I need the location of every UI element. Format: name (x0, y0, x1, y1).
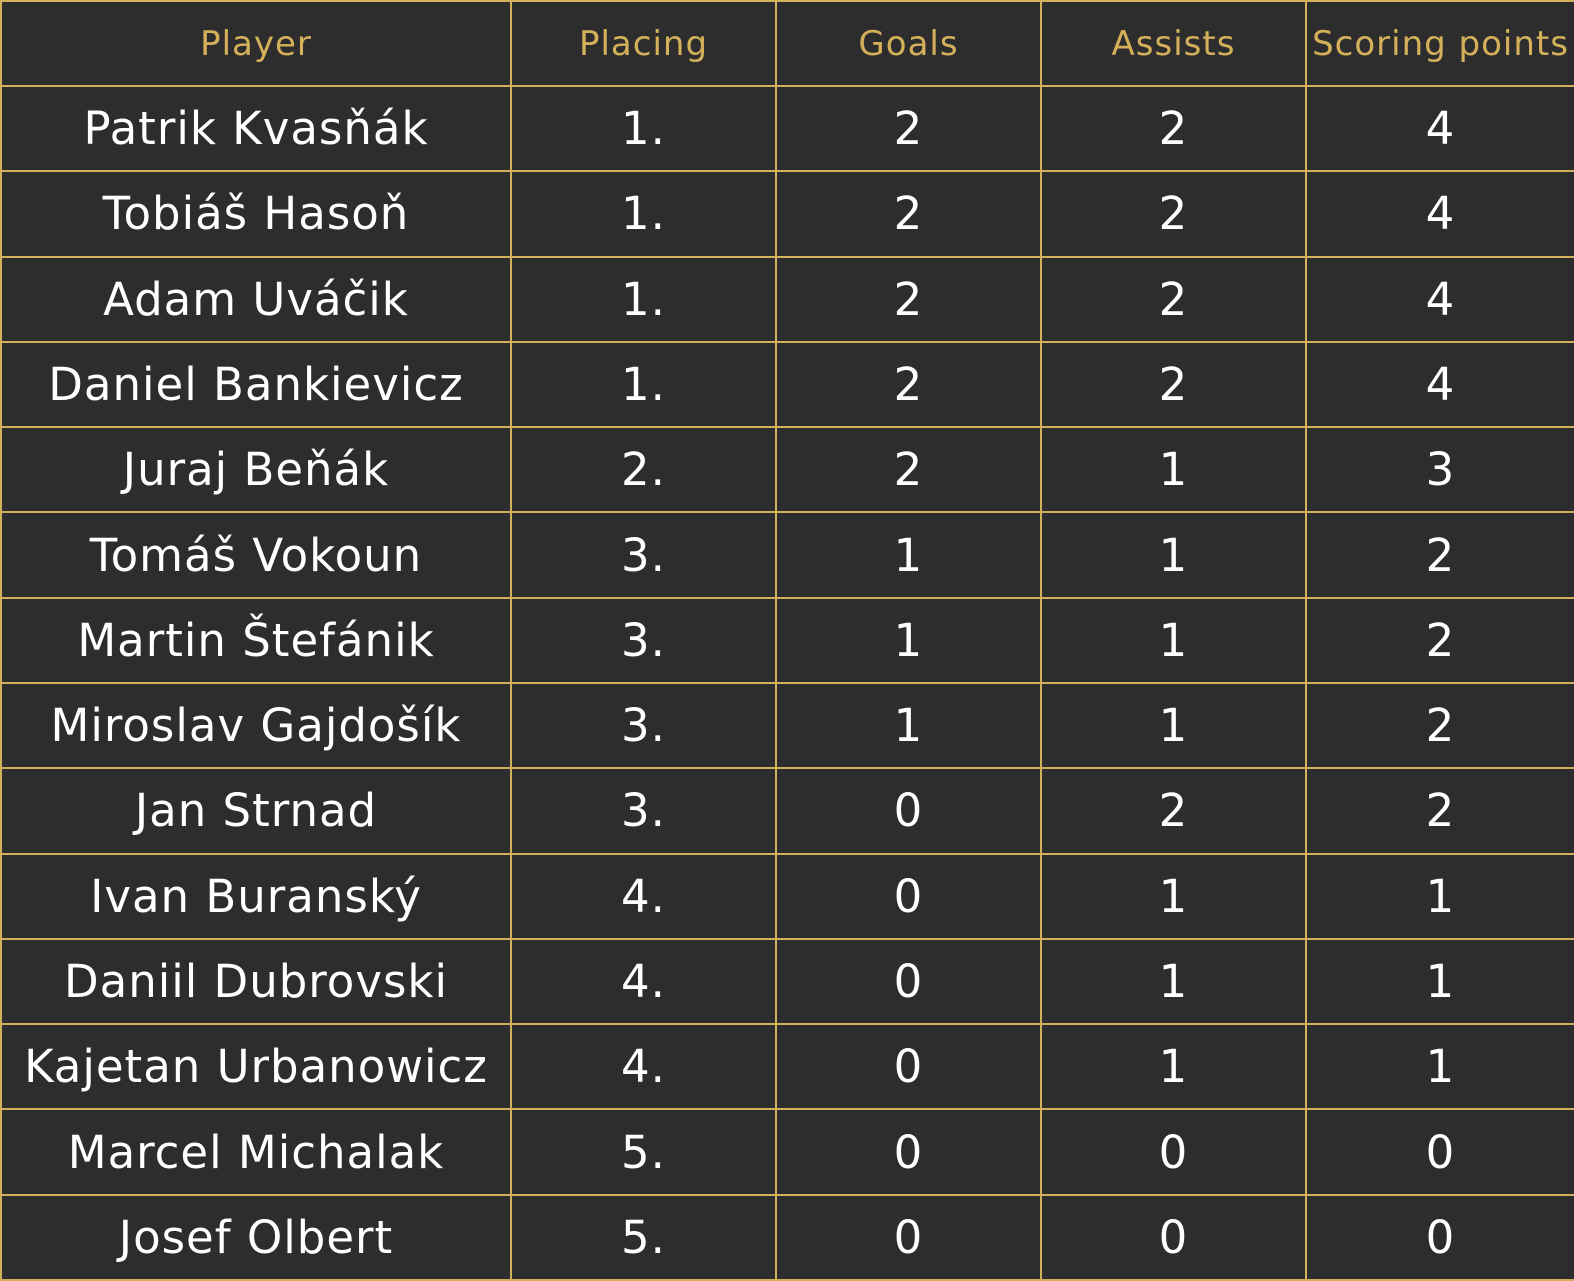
header-row: Player Placing Goals Assists Scoring poi… (0, 0, 1574, 87)
player-name-cell: Patrik Kvasňák (0, 84, 512, 173)
goals-cell: 1 (775, 681, 1042, 770)
goals-cell: 2 (775, 170, 1042, 258)
table-row: Martin Štefánik 3. 1 1 2 (0, 596, 1574, 684)
placing-cell: 5. (510, 1193, 777, 1281)
table-header: Player Placing Goals Assists Scoring poi… (0, 0, 1574, 87)
player-name-cell: Daniel Bankievicz (0, 340, 512, 429)
goals-cell: 0 (775, 852, 1042, 940)
placing-cell: 5. (510, 1108, 777, 1196)
column-header-placing: Placing (510, 0, 777, 87)
table-row: Juraj Beňák 2. 2 1 3 (0, 426, 1574, 514)
goals-cell: 2 (775, 255, 1042, 343)
table-row: Patrik Kvasňák 1. 2 2 4 (0, 84, 1574, 173)
goals-cell: 0 (775, 1193, 1042, 1281)
table-row: Kajetan Urbanowicz 4. 0 1 1 (0, 1023, 1574, 1111)
scoring-points-cell: 3 (1305, 426, 1574, 514)
scoring-points-cell: 2 (1305, 681, 1574, 770)
column-header-goals: Goals (775, 0, 1042, 87)
player-name-cell: Daniil Dubrovski (0, 937, 512, 1026)
table-row: Miroslav Gajdošík 3. 1 1 2 (0, 681, 1574, 770)
placing-cell: 1. (510, 340, 777, 429)
table-row: Adam Uváčik 1. 2 2 4 (0, 255, 1574, 343)
table-row: Jan Strnad 3. 0 2 2 (0, 767, 1574, 855)
assists-cell: 1 (1040, 426, 1307, 514)
assists-cell: 1 (1040, 852, 1307, 940)
placing-cell: 3. (510, 681, 777, 770)
goals-cell: 2 (775, 426, 1042, 514)
goals-cell: 1 (775, 596, 1042, 684)
assists-cell: 0 (1040, 1108, 1307, 1196)
placing-cell: 4. (510, 852, 777, 940)
player-name-cell: Tobiáš Hasoň (0, 170, 512, 258)
assists-cell: 1 (1040, 1023, 1307, 1111)
table-row: Tobiáš Hasoň 1. 2 2 4 (0, 170, 1574, 258)
scoring-points-cell: 1 (1305, 1023, 1574, 1111)
table-row: Tomáš Vokoun 3. 1 1 2 (0, 511, 1574, 599)
goals-cell: 1 (775, 511, 1042, 599)
assists-cell: 1 (1040, 681, 1307, 770)
assists-cell: 2 (1040, 340, 1307, 429)
goals-cell: 2 (775, 340, 1042, 429)
player-name-cell: Kajetan Urbanowicz (0, 1023, 512, 1111)
assists-cell: 0 (1040, 1193, 1307, 1281)
table-row: Ivan Buranský 4. 0 1 1 (0, 852, 1574, 940)
placing-cell: 1. (510, 170, 777, 258)
scoring-points-cell: 1 (1305, 852, 1574, 940)
scoring-points-cell: 2 (1305, 511, 1574, 599)
player-name-cell: Tomáš Vokoun (0, 511, 512, 599)
placing-cell: 1. (510, 84, 777, 173)
column-header-assists: Assists (1040, 0, 1307, 87)
assists-cell: 2 (1040, 84, 1307, 173)
player-name-cell: Adam Uváčik (0, 255, 512, 343)
scoring-points-cell: 4 (1305, 84, 1574, 173)
goals-cell: 0 (775, 937, 1042, 1026)
player-name-cell: Martin Štefánik (0, 596, 512, 684)
table-row: Daniel Bankievicz 1. 2 2 4 (0, 340, 1574, 429)
scoring-points-cell: 4 (1305, 340, 1574, 429)
assists-cell: 1 (1040, 596, 1307, 684)
player-name-cell: Jan Strnad (0, 767, 512, 855)
goals-cell: 0 (775, 1023, 1042, 1111)
table-row: Josef Olbert 5. 0 0 0 (0, 1193, 1574, 1281)
scoring-points-cell: 4 (1305, 170, 1574, 258)
placing-cell: 3. (510, 767, 777, 855)
scoring-points-cell: 2 (1305, 596, 1574, 684)
scoring-points-cell: 1 (1305, 937, 1574, 1026)
placing-cell: 3. (510, 596, 777, 684)
goals-cell: 2 (775, 84, 1042, 173)
player-name-cell: Juraj Beňák (0, 426, 512, 514)
scoring-points-cell: 0 (1305, 1108, 1574, 1196)
placing-cell: 1. (510, 255, 777, 343)
player-name-cell: Miroslav Gajdošík (0, 681, 512, 770)
assists-cell: 2 (1040, 255, 1307, 343)
player-name-cell: Marcel Michalak (0, 1108, 512, 1196)
player-name-cell: Ivan Buranský (0, 852, 512, 940)
column-header-player: Player (0, 0, 512, 87)
table-row: Marcel Michalak 5. 0 0 0 (0, 1108, 1574, 1196)
table-row: Daniil Dubrovski 4. 0 1 1 (0, 937, 1574, 1026)
assists-cell: 1 (1040, 511, 1307, 599)
placing-cell: 2. (510, 426, 777, 514)
column-header-scoring-points: Scoring points (1305, 0, 1574, 87)
placing-cell: 3. (510, 511, 777, 599)
goals-cell: 0 (775, 1108, 1042, 1196)
player-name-cell: Josef Olbert (0, 1193, 512, 1281)
goals-cell: 0 (775, 767, 1042, 855)
scoring-points-cell: 4 (1305, 255, 1574, 343)
assists-cell: 1 (1040, 937, 1307, 1026)
placing-cell: 4. (510, 1023, 777, 1111)
table-body: Patrik Kvasňák 1. 2 2 4 Tobiáš Hasoň 1. 2 2 4 Adam… (0, 84, 1574, 1281)
placing-cell: 4. (510, 937, 777, 1026)
assists-cell: 2 (1040, 170, 1307, 258)
scoring-points-cell: 0 (1305, 1193, 1574, 1281)
scoring-points-cell: 2 (1305, 767, 1574, 855)
assists-cell: 2 (1040, 767, 1307, 855)
